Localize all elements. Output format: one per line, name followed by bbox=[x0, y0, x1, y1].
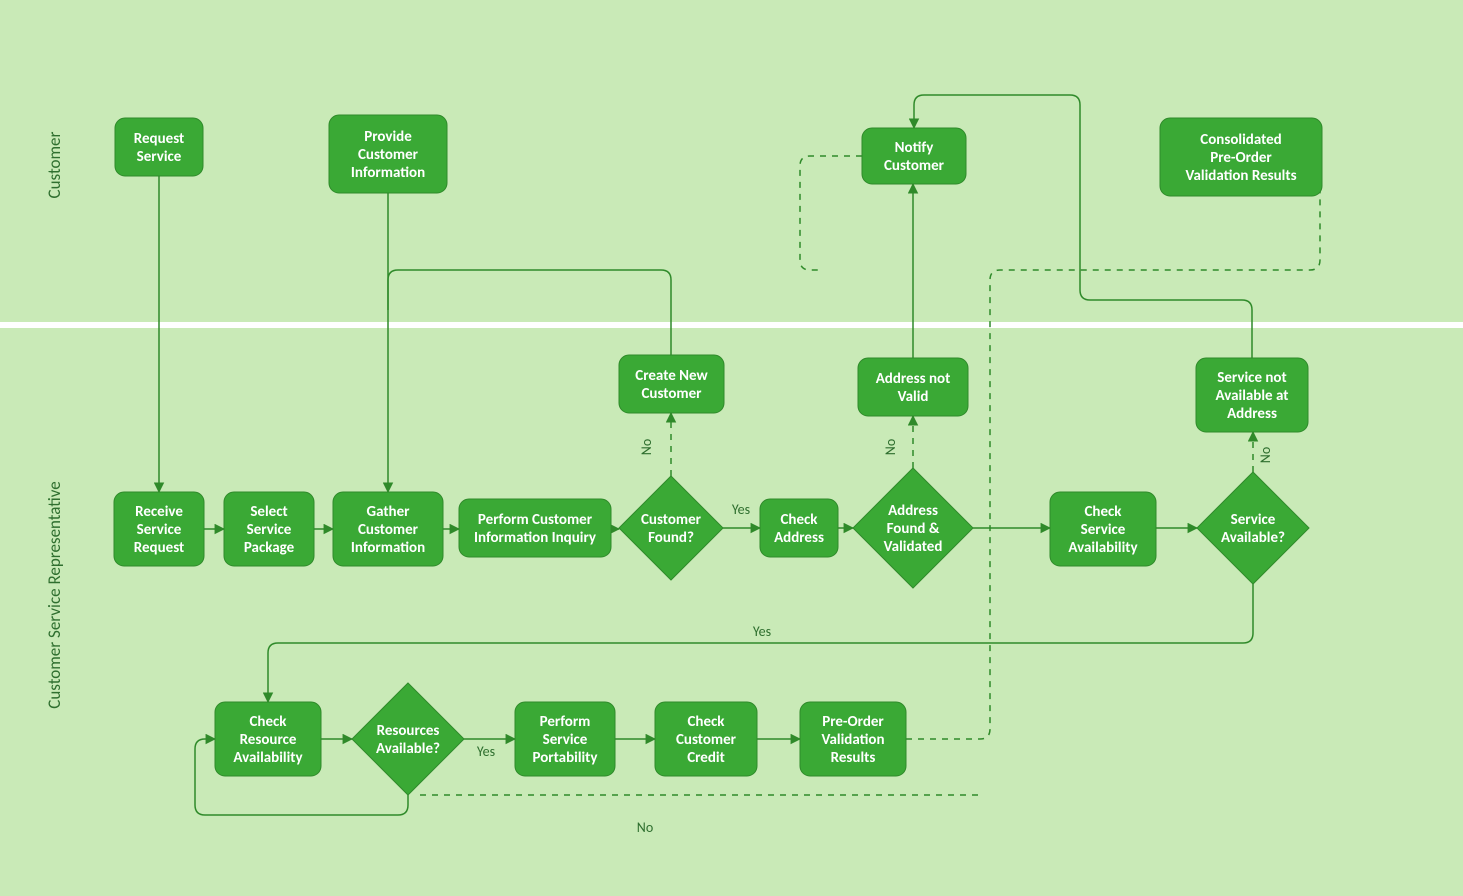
node-label: Perform CustomerInformation Inquiry bbox=[474, 511, 597, 547]
node-customer-found: CustomerFound? bbox=[619, 476, 723, 580]
node-check-address: CheckAddress bbox=[760, 499, 838, 557]
node-preorder-results: Pre-OrderValidationResults bbox=[800, 702, 906, 776]
swimlane-label-csr: Customer Service Representative bbox=[44, 481, 65, 708]
edge-label: Yes bbox=[753, 623, 771, 640]
edge-create-customer-gather-info bbox=[388, 270, 671, 355]
edge-label: No bbox=[637, 819, 653, 836]
node-address-valid: AddressFound &Validated bbox=[853, 468, 973, 588]
node-check-credit: CheckCustomerCredit bbox=[655, 702, 757, 776]
node-address-not-valid: Address notValid bbox=[858, 358, 968, 416]
node-perform-portability: PerformServicePortability bbox=[515, 702, 615, 776]
node-provide-cust-info: ProvideCustomerInformation bbox=[329, 115, 447, 193]
node-label: ReceiveServiceRequest bbox=[134, 503, 184, 557]
edge-label: Yes bbox=[732, 501, 750, 518]
edge-label: No bbox=[1257, 447, 1274, 463]
node-request-service: RequestService bbox=[115, 118, 203, 176]
node-label: CheckAddress bbox=[774, 511, 824, 547]
node-service-available: ServiceAvailable? bbox=[1197, 472, 1309, 584]
node-notify-customer: NotifyCustomer bbox=[862, 128, 966, 184]
edge-label: Yes bbox=[477, 743, 495, 760]
edge-label: No bbox=[882, 439, 899, 455]
node-consolidated: ConsolidatedPre-OrderValidation Results bbox=[1160, 118, 1322, 196]
node-receive-req: ReceiveServiceRequest bbox=[114, 492, 204, 566]
node-svc-not-avail: Service notAvailable atAddress bbox=[1196, 358, 1308, 432]
node-label: SelectServicePackage bbox=[244, 503, 295, 557]
node-select-pkg: SelectServicePackage bbox=[224, 492, 314, 566]
flowchart-canvas: CustomerCustomer Service Representative … bbox=[0, 0, 1463, 891]
node-resources-avail: ResourcesAvailable? bbox=[352, 683, 464, 795]
node-label: CustomerFound? bbox=[641, 511, 702, 547]
node-label: ResourcesAvailable? bbox=[376, 722, 440, 758]
node-check-resource: CheckResourceAvailability bbox=[215, 702, 321, 776]
node-check-svc-avail: CheckServiceAvailability bbox=[1050, 492, 1156, 566]
node-label: AddressFound &Validated bbox=[884, 502, 943, 556]
edge-service-available-check-resource bbox=[268, 584, 1253, 702]
node-label: RequestService bbox=[134, 130, 184, 166]
node-perform-inquiry: Perform CustomerInformation Inquiry bbox=[459, 499, 611, 557]
node-label: Pre-OrderValidationResults bbox=[821, 713, 884, 767]
edge-label: No bbox=[638, 439, 655, 455]
swimlane-label-customer: Customer bbox=[44, 131, 65, 198]
node-label: Create NewCustomer bbox=[635, 367, 708, 403]
node-gather-info: GatherCustomerInformation bbox=[333, 492, 443, 566]
node-create-customer: Create NewCustomer bbox=[619, 355, 724, 413]
edge-notify-customer-provide-cust-info bbox=[800, 156, 862, 270]
